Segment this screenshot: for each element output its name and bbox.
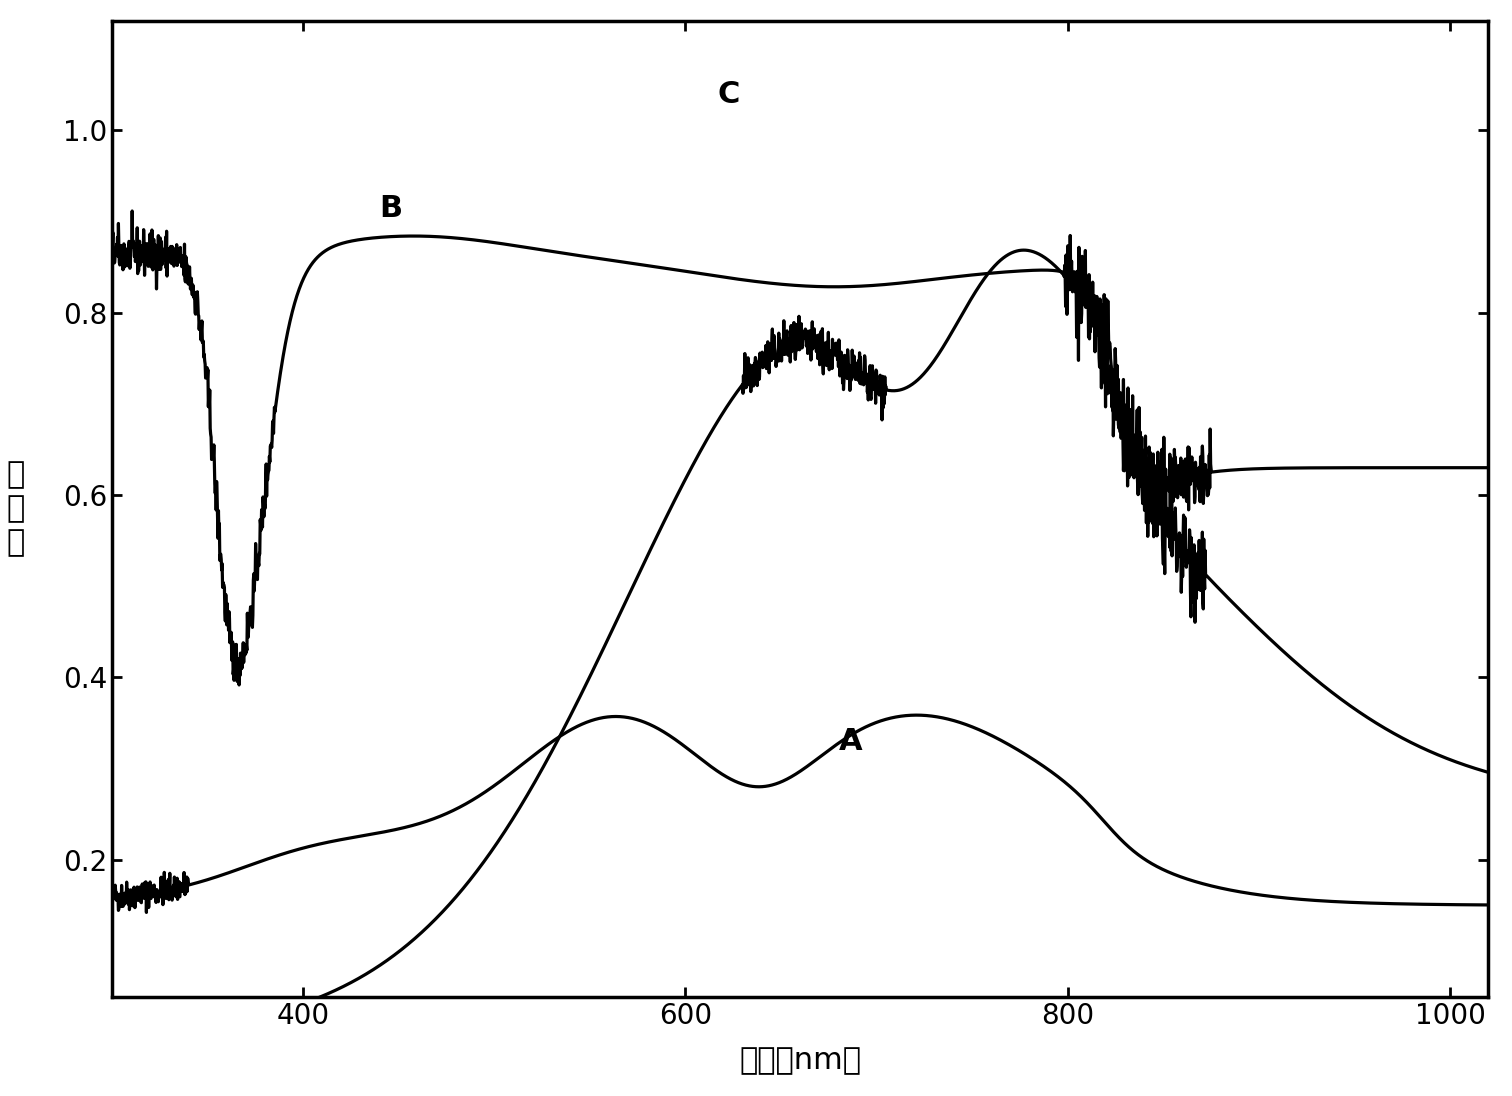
X-axis label: 波长（nm）: 波长（nm） [739,1047,862,1075]
Y-axis label: 吸
光
度: 吸 光 度 [6,460,24,557]
Text: C: C [718,80,741,109]
Text: A: A [838,728,862,756]
Text: B: B [380,194,402,222]
